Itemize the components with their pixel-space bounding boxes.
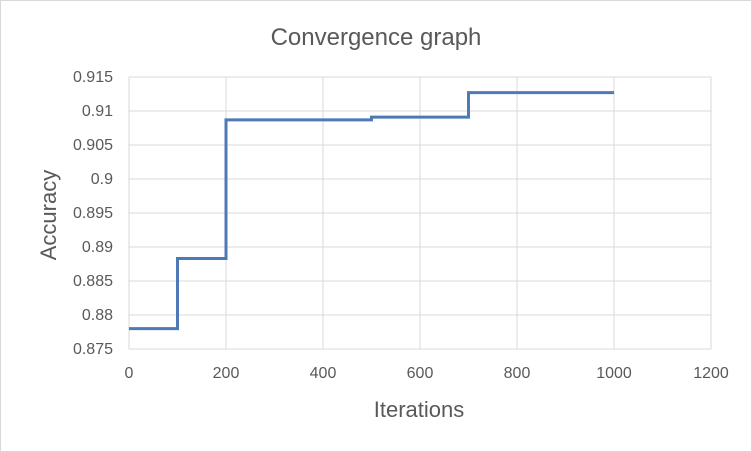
x-tick-label: 1200 xyxy=(693,365,729,382)
x-tick-label: 1000 xyxy=(596,365,632,382)
y-axis-title: Accuracy xyxy=(36,170,61,260)
x-axis-title: Iterations xyxy=(374,397,465,422)
x-tick-label: 600 xyxy=(407,365,434,382)
y-tick-label: 0.915 xyxy=(73,69,113,86)
x-tick-labels: 0 200 400 600 800 1000 1200 xyxy=(125,365,729,382)
x-tick-label: 800 xyxy=(504,365,531,382)
y-tick-label: 0.88 xyxy=(82,307,113,324)
y-tick-label: 0.9 xyxy=(91,171,113,188)
chart-title: Convergence graph xyxy=(271,24,482,51)
y-tick-label: 0.885 xyxy=(73,273,113,290)
x-tick-label: 400 xyxy=(310,365,337,382)
y-tick-labels: 0.875 0.88 0.885 0.89 0.895 0.9 0.905 0.91 0.915 xyxy=(73,69,113,358)
x-tick-label: 200 xyxy=(213,365,240,382)
y-tick-label: 0.895 xyxy=(73,205,113,222)
y-tick-label: 0.89 xyxy=(82,239,113,256)
y-tick-label: 0.905 xyxy=(73,137,113,154)
y-tick-label: 0.875 xyxy=(73,341,113,358)
accuracy-line xyxy=(129,91,614,331)
gridlines xyxy=(128,76,712,350)
x-tick-label: 0 xyxy=(125,365,134,382)
y-tick-label: 0.91 xyxy=(82,103,113,120)
